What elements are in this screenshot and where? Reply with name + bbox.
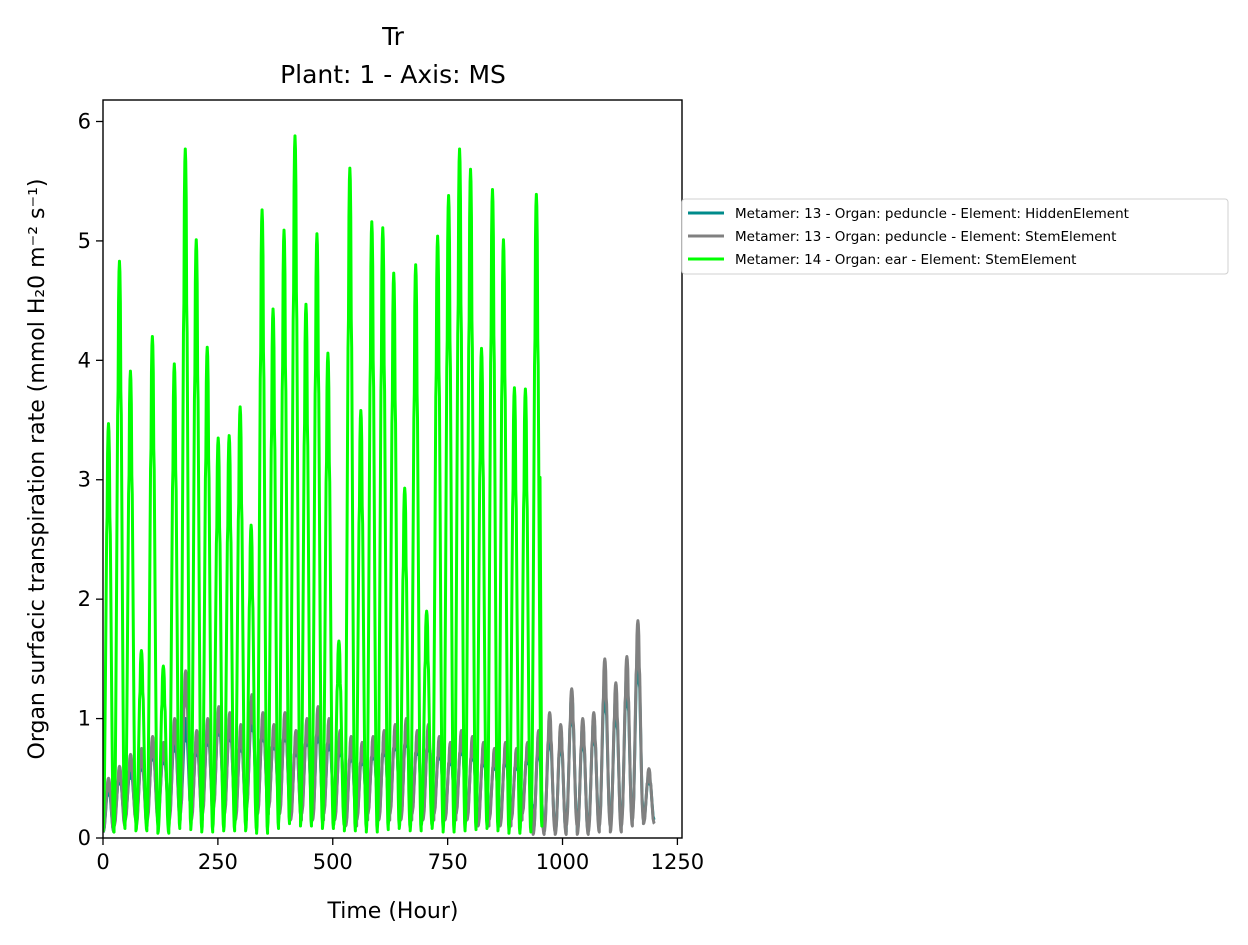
y-tick-label: 0 [78, 826, 91, 850]
legend: Metamer: 13 - Organ: peduncle - Element:… [681, 198, 1229, 275]
x-tick-label: 750 [428, 850, 468, 874]
x-tick-label: 0 [96, 850, 109, 874]
legend-frame [681, 198, 1229, 275]
y-tick-label: 2 [78, 587, 91, 611]
chart-title: Tr [381, 22, 405, 51]
x-tick-label: 500 [313, 850, 353, 874]
legend-label-1: Metamer: 13 - Organ: peduncle - Element:… [735, 206, 1129, 222]
y-tick-label: 5 [78, 229, 91, 253]
y-tick-label: 6 [78, 109, 91, 133]
y-tick-label: 4 [78, 348, 91, 372]
y-axis: 0 1 2 3 4 5 6 [78, 109, 103, 850]
chart-subtitle: Plant: 1 - Axis: MS [280, 60, 506, 89]
y-tick-label: 3 [78, 468, 91, 492]
y-axis-label: Organ surfacic transpiration rate (mmol … [25, 178, 50, 759]
x-tick-label: 1250 [651, 850, 704, 874]
x-tick-label: 1000 [536, 850, 589, 874]
x-tick-label: 250 [198, 850, 238, 874]
y-tick-label: 1 [78, 707, 91, 731]
series-line-3 [103, 134, 544, 835]
series-layer [103, 134, 656, 836]
legend-label-2: Metamer: 13 - Organ: peduncle - Element:… [735, 229, 1116, 245]
plot-frame [102, 99, 683, 839]
x-axis: 0 250 500 750 1000 1250 [96, 838, 704, 874]
legend-label-3: Metamer: 14 - Organ: ear - Element: Stem… [735, 252, 1076, 268]
x-axis-label: Time (Hour) [327, 899, 459, 924]
